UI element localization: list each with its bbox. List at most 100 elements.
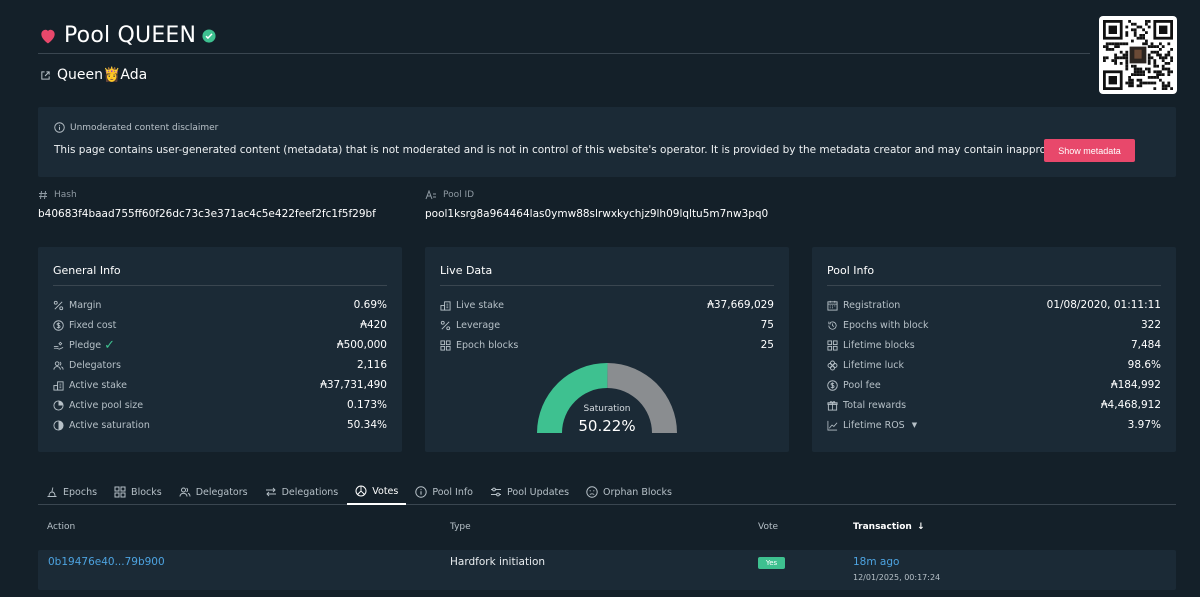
row-margin: Margin 0.69% — [53, 297, 387, 313]
fixed-cost-value: ₳420 — [360, 319, 387, 331]
show-metadata-button[interactable]: Show metadata — [1044, 139, 1135, 162]
delegators-value: 2,116 — [356, 359, 387, 371]
column-header-action: Action — [47, 522, 76, 532]
tab-votes[interactable]: Votes — [347, 479, 407, 505]
pool-header: Pool QUEEN — [38, 18, 1090, 54]
transaction-ago-link[interactable]: 18m ago — [853, 556, 900, 568]
live-stake-value: ₳37,669,029 — [707, 299, 774, 311]
transaction-time: 12/01/2025, 00:17:24 — [853, 573, 941, 582]
orphan-blocks-icon — [586, 486, 598, 498]
dollar-icon — [827, 379, 838, 391]
percent-icon — [53, 300, 64, 310]
live-data-card: Live Data Live stake ₳37,669,029 Leverag… — [425, 247, 789, 452]
row-epochs-with-block: Epochs with block 322 — [827, 317, 1161, 333]
tab-pool-info[interactable]: Pool Info — [407, 479, 481, 505]
info-icon — [415, 486, 428, 498]
tab-orphan-blocks[interactable]: Orphan Blocks — [578, 479, 680, 505]
pool-id-label: Pool ID — [425, 190, 474, 200]
delegators-icon — [179, 487, 191, 497]
table-row: 0b19476e40...79b900 Hardfork initiation … — [38, 550, 1176, 590]
registration-link[interactable]: 01/08/2020, 01:11:11 — [1046, 299, 1161, 311]
verified-icon — [202, 28, 216, 43]
row-epoch-blocks: Epoch blocks 25 — [440, 337, 774, 353]
blocks-icon — [114, 486, 126, 498]
history-icon — [828, 320, 837, 330]
delegations-icon — [265, 487, 276, 497]
card-title: General Info — [53, 264, 121, 277]
pool-tabs: Epochs Blocks Delegators Delegations Vot… — [38, 479, 1176, 505]
gift-icon — [827, 400, 838, 411]
general-info-card: General Info Margin 0.69% Fixed cost ₳42… — [38, 247, 402, 452]
external-link-icon — [41, 70, 50, 80]
lifetime-luck-value: 98.6% — [1127, 359, 1161, 371]
sort-descending-icon[interactable]: ↓ — [916, 522, 925, 532]
column-header-vote: Vote — [758, 522, 779, 532]
action-link[interactable]: 0b19476e40...79b900 — [48, 556, 165, 568]
row-registration: Registration 01/08/2020, 01:11:11 — [827, 297, 1161, 313]
pledge-met-check-icon: ✓ — [104, 337, 116, 353]
hash-value[interactable]: b40683f4baad755ff60f26dc73c3e371ac4c5e42… — [38, 208, 376, 220]
content-disclaimer: Unmoderated content disclaimer This page… — [38, 107, 1176, 177]
pool-id-value[interactable]: pool1ksrg8a964464las0ymw88slrwxkychjz9lh… — [425, 208, 769, 220]
total-rewards-value: ₳4,468,912 — [1100, 399, 1161, 411]
type-cell: Hardfork initiation — [450, 556, 546, 568]
active-stake-value: ₳37,731,490 — [320, 379, 387, 391]
stake-icon — [440, 300, 451, 311]
gauge-fill — [537, 363, 608, 433]
calendar-icon — [827, 300, 838, 311]
gauge-value: 50.22% — [578, 417, 636, 435]
saturation-icon — [53, 419, 64, 431]
lifetime-ros-value: 3.97% — [1127, 419, 1161, 431]
pool-website-link[interactable]: Queen👸Ada — [40, 67, 147, 83]
row-lifetime-luck: Lifetime luck 98.6% — [827, 357, 1161, 373]
tab-delegators[interactable]: Delegators — [171, 479, 256, 505]
gauge-track — [607, 363, 677, 433]
users-icon — [53, 360, 64, 370]
row-total-rewards: Total rewards ₳4,468,912 — [827, 397, 1161, 413]
tab-blocks[interactable]: Blocks — [106, 479, 170, 505]
row-lifetime-ros[interactable]: Lifetime ROS ▼ 3.97% — [827, 417, 1161, 433]
lifetime-blocks-value: 7,484 — [1130, 339, 1161, 351]
saturation-gauge — [537, 363, 677, 433]
tab-delegations[interactable]: Delegations — [257, 479, 347, 505]
leverage-value: 75 — [760, 319, 774, 331]
row-lifetime-blocks: Lifetime blocks 7,484 — [827, 337, 1161, 353]
heart-icon — [41, 29, 55, 43]
pool-qr-code[interactable] — [1099, 16, 1177, 94]
row-pledge: Pledge ✓ ₳500,000 — [53, 337, 387, 353]
disclaimer-heading: Unmoderated content disclaimer — [54, 122, 218, 133]
epoch-blocks-value: 25 — [760, 339, 774, 351]
divider — [827, 285, 1161, 286]
tab-pool-updates[interactable]: Pool Updates — [482, 479, 577, 505]
epochs-icon — [47, 487, 57, 497]
info-icon — [54, 122, 65, 133]
active-saturation-value: 50.34% — [346, 419, 387, 431]
column-header-transaction[interactable]: Transaction ↓ — [853, 522, 925, 532]
pool-subtitle: Queen👸Ada — [57, 67, 148, 83]
pool-updates-icon — [491, 487, 501, 497]
column-header-type: Type — [450, 522, 471, 532]
hash-label: Hash — [38, 190, 77, 200]
dollar-icon — [53, 319, 64, 331]
disclaimer-text: This page contains user-generated conten… — [54, 144, 1121, 156]
margin-value: 0.69% — [353, 299, 387, 311]
pool-id-icon — [425, 190, 436, 200]
hash-icon — [39, 190, 47, 200]
row-live-stake: Live stake ₳37,669,029 — [440, 297, 774, 313]
card-title: Pool Info — [827, 264, 875, 277]
pledge-value: ₳500,000 — [336, 339, 387, 351]
row-active-pool-size: Active pool size 0.173% — [53, 397, 387, 413]
divider — [53, 285, 387, 286]
card-title: Live Data — [440, 264, 493, 277]
pie-chart-icon — [53, 399, 64, 411]
row-leverage: Leverage 75 — [440, 317, 774, 333]
votes-icon — [355, 485, 367, 497]
qr-code-graphic — [1103, 20, 1173, 90]
row-delegators: Delegators 2,116 — [53, 357, 387, 373]
dropdown-caret-icon[interactable]: ▼ — [911, 421, 918, 429]
tab-epochs[interactable]: Epochs — [38, 479, 105, 505]
stake-icon — [53, 380, 64, 391]
active-pool-size-value: 0.173% — [346, 399, 387, 411]
row-pool-fee: Pool fee ₳184,992 — [827, 377, 1161, 393]
blocks-icon — [827, 339, 838, 351]
